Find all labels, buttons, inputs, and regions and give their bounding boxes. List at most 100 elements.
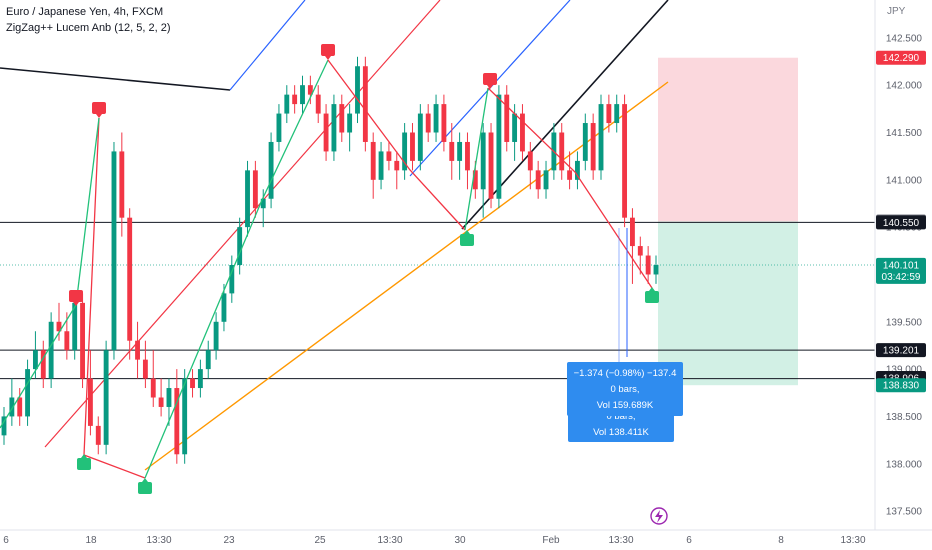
position-zones: [658, 57, 798, 386]
candle: [637, 236, 643, 275]
candle: [629, 208, 635, 284]
candle-body: [441, 104, 447, 142]
candle: [260, 189, 266, 228]
candle: [213, 312, 219, 360]
candle-body: [527, 151, 533, 171]
candle-body: [284, 94, 290, 114]
candle-body: [614, 104, 620, 124]
candlesticks: [1, 56, 659, 464]
candle-body: [465, 141, 470, 171]
candle: [433, 94, 439, 142]
candle: [488, 123, 494, 209]
candle: [268, 132, 274, 209]
time-tick: 13:30: [608, 535, 633, 546]
candle: [25, 359, 31, 426]
candle-body: [205, 350, 211, 370]
candle-body: [347, 113, 353, 133]
candle: [339, 94, 345, 142]
candle: [284, 85, 290, 124]
candle-body: [378, 151, 384, 180]
candle-body: [87, 378, 93, 426]
candle: [315, 85, 321, 124]
price-tick: 141.500: [886, 128, 923, 139]
candle: [378, 141, 384, 190]
candle-body: [17, 397, 23, 417]
candle-body: [292, 94, 298, 105]
candle: [323, 104, 329, 161]
zigzag-green-2: [144, 59, 329, 479]
price-tags: 142.290140.560140.550140.10103:42:59139.…: [876, 50, 926, 393]
lightning-icon[interactable]: [650, 507, 668, 525]
candle: [300, 75, 305, 114]
candle: [590, 113, 596, 180]
indicator-label: ZigZag++ Lucem Anb (12, 5, 2, 2): [6, 22, 171, 34]
time-tick: 18: [85, 535, 97, 546]
candle-body: [142, 359, 148, 379]
candle-body: [543, 170, 549, 190]
candle-body: [80, 302, 85, 379]
candle-body: [370, 141, 376, 180]
candle: [355, 56, 360, 124]
candle: [410, 123, 415, 171]
candle: [480, 123, 486, 218]
candle: [441, 94, 447, 152]
candle-body: [480, 132, 486, 190]
candle-body: [9, 397, 15, 417]
axis-lines: [0, 0, 932, 531]
candle-body: [496, 94, 502, 199]
candle-body: [629, 217, 635, 247]
candle-body: [590, 123, 596, 171]
candle-body: [197, 369, 203, 389]
zigzag-marker: [645, 287, 659, 303]
candle: [449, 123, 455, 180]
candle: [331, 94, 337, 161]
candle: [252, 160, 258, 218]
candle-body: [166, 388, 172, 407]
zigzag-marker: [138, 478, 152, 494]
candle-body: [40, 350, 46, 379]
candle: [87, 350, 93, 436]
candle: [119, 132, 125, 237]
price-tick: 139.500: [886, 317, 923, 328]
zigzag-marker: [77, 454, 91, 470]
candle-body: [237, 227, 243, 265]
candle-body: [111, 151, 117, 351]
candle-body: [457, 141, 463, 161]
candle: [598, 94, 604, 180]
candle: [95, 416, 101, 455]
candle: [527, 141, 533, 190]
candle: [197, 359, 203, 398]
price-tag-value: 140.101: [883, 260, 920, 271]
time-axis[interactable]: 6 18 13:30 23 25 13:30 30 Feb 13:30 6 8 13:30: [3, 535, 866, 546]
zigzag-red-2: [327, 59, 466, 231]
candle: [158, 378, 164, 417]
candle-body: [315, 94, 321, 114]
price-tag-value: 142.290: [883, 53, 920, 64]
candle: [166, 378, 172, 426]
candle-body: [307, 85, 313, 95]
candle: [103, 340, 109, 455]
candle-body: [229, 265, 235, 294]
candle-body: [331, 104, 337, 152]
candle: [457, 132, 463, 180]
measure-tool: 0 bars, Vol 138.411K −1.374 (−0.98%) −13…: [567, 228, 683, 442]
candle: [307, 75, 313, 105]
candle: [205, 340, 211, 379]
candle: [614, 94, 620, 133]
candle: [582, 113, 588, 171]
candle-body: [637, 246, 643, 256]
candle-body: [32, 350, 38, 370]
candle-body: [135, 340, 140, 360]
candle: [496, 85, 502, 209]
price-tick: 141.000: [886, 175, 923, 186]
candle-body: [64, 331, 70, 351]
candle: [80, 293, 85, 389]
price-tag-value: 140.550: [883, 218, 920, 229]
time-tick: 6: [3, 535, 9, 546]
candle: [9, 378, 15, 426]
measure-box-back-line-1: 0 bars,: [606, 411, 635, 422]
candle-body: [386, 151, 392, 161]
candle: [653, 255, 659, 284]
candle: [622, 94, 628, 228]
